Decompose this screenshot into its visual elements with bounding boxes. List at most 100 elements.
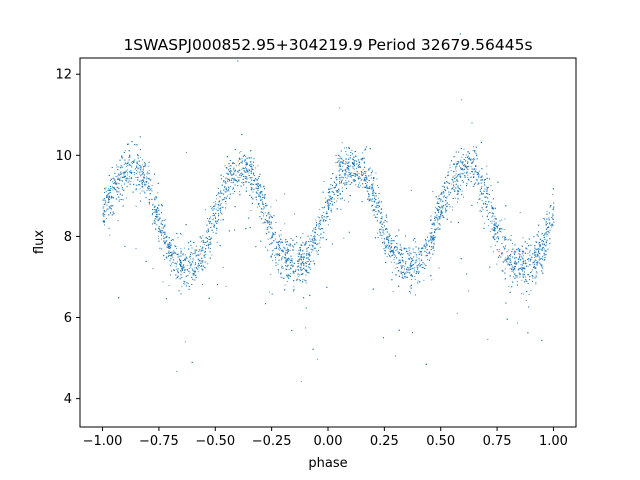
data-point [541,266,543,268]
data-point [342,169,344,171]
data-point [391,255,392,257]
data-point [373,192,375,194]
data-point [505,257,507,259]
data-point [390,261,392,263]
data-point [545,241,547,243]
data-point [124,150,126,152]
data-point [264,212,266,214]
data-point [468,166,470,168]
data-point [363,180,365,182]
data-point [137,171,139,173]
data-point [430,232,432,234]
data-point [198,267,200,269]
data-point [275,222,277,223]
data-point [542,257,544,259]
data-point [281,267,282,269]
data-point [465,157,467,158]
data-point [484,188,486,190]
data-point [406,270,408,272]
data-point [279,249,281,251]
data-point [201,262,203,264]
data-point [119,178,121,180]
data-point [263,213,264,215]
data-point [444,207,446,209]
data-point [372,179,374,181]
data-point [294,213,296,215]
data-point [251,183,253,185]
data-point [248,168,250,170]
data-point [545,245,546,247]
data-point [319,242,321,244]
data-point [405,276,407,277]
data-point [532,269,533,271]
data-point [187,283,189,285]
data-point [231,174,233,176]
data-point [475,168,477,170]
data-point [241,168,243,170]
data-point [199,253,201,255]
data-point [339,177,341,179]
data-point [278,234,280,236]
data-point [215,201,217,203]
data-point [239,191,241,193]
data-point [356,167,357,169]
data-point [131,163,133,165]
data-point [345,153,347,155]
data-point [211,207,213,209]
data-point [372,188,374,190]
data-point [454,197,456,199]
data-point [205,254,207,255]
data-point [285,250,287,251]
data-point [521,257,523,259]
data-point [135,189,137,191]
data-point [233,169,235,171]
data-point [536,272,538,274]
data-point [292,271,294,273]
data-point [230,185,232,187]
data-point [319,239,321,241]
data-point [495,224,497,226]
data-point [423,263,425,265]
data-point [519,276,521,278]
data-point [234,162,236,164]
data-point [117,220,119,222]
data-point [533,260,535,262]
data-point [131,171,133,173]
data-point [128,164,130,166]
data-point [438,218,440,220]
data-point [530,290,532,292]
data-point [192,261,194,263]
data-point [156,218,158,220]
data-point [439,224,441,226]
data-point [139,180,141,182]
data-point [311,244,313,246]
data-point [151,214,153,216]
data-point [493,220,495,222]
data-point [290,267,291,269]
data-point [346,162,348,164]
data-point [358,161,360,163]
data-point [541,258,542,260]
data-point [455,168,457,170]
data-point [284,261,286,263]
data-point [248,181,249,183]
data-point [376,178,378,180]
data-point [476,171,478,173]
data-point [454,156,456,157]
data-point [180,252,182,254]
data-point [475,179,477,181]
data-point [510,235,512,236]
data-point [330,211,332,213]
data-point [508,249,510,251]
data-point [409,247,411,249]
data-point [298,259,300,261]
data-point [219,192,221,194]
data-point [535,270,537,272]
data-point [410,285,412,287]
data-points [102,33,555,382]
data-point [120,171,122,173]
data-point [176,370,178,372]
data-point [312,239,313,241]
data-point [140,167,142,169]
data-point [129,163,131,165]
